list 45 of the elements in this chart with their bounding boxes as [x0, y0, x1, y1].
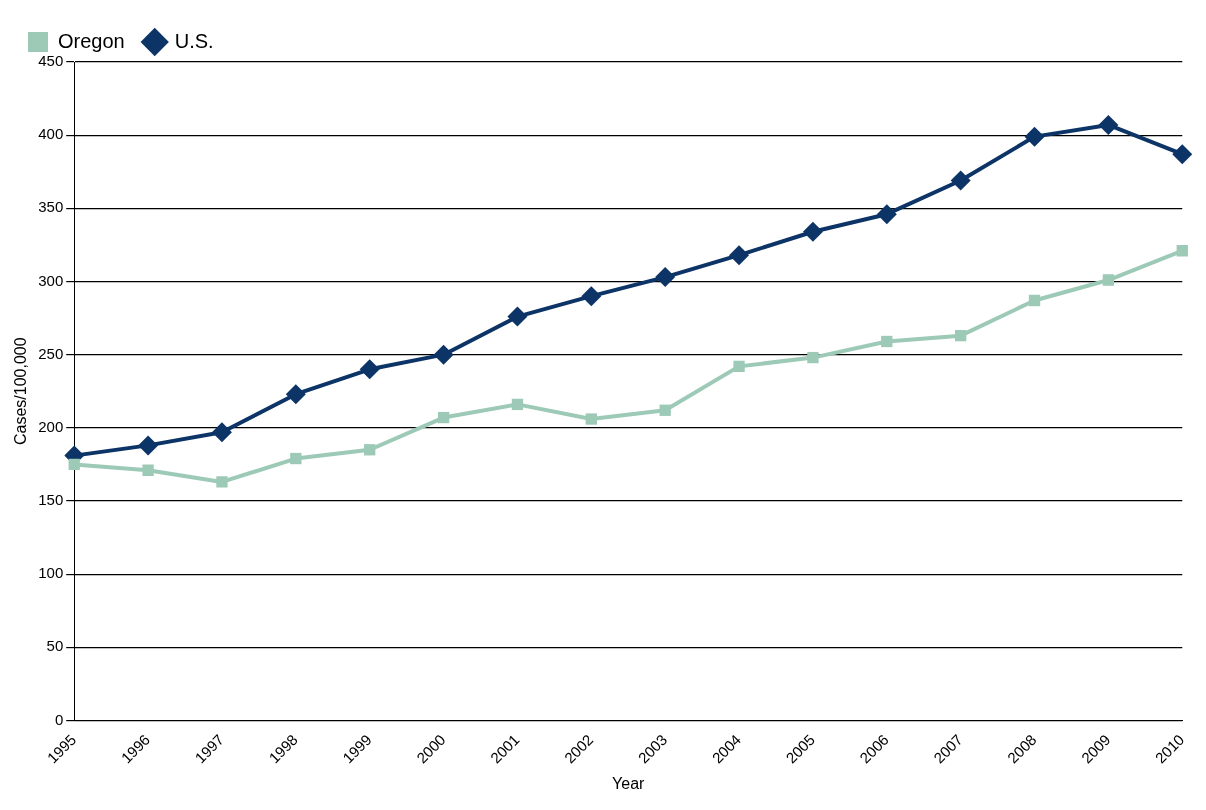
legend-label: Oregon: [58, 29, 125, 52]
y-tick-label: 0: [54, 710, 64, 728]
point: [359, 359, 380, 380]
point: [216, 476, 228, 488]
point: [950, 170, 971, 191]
point: [211, 422, 232, 443]
point: [285, 384, 306, 405]
point: [1176, 245, 1188, 257]
point: [1172, 144, 1193, 165]
legend-label: U.S.: [174, 29, 214, 52]
point: [729, 245, 750, 266]
point: [1028, 294, 1041, 307]
point: [1098, 114, 1119, 135]
point: [511, 398, 524, 411]
point: [733, 360, 745, 373]
y-tick-label: 200: [38, 417, 64, 435]
point: [659, 404, 671, 416]
point: [585, 413, 597, 425]
point: [876, 204, 897, 225]
point: [507, 306, 528, 327]
point: [433, 344, 454, 365]
point: [142, 464, 154, 476]
point: [68, 458, 80, 471]
point: [1102, 274, 1115, 286]
point: [807, 351, 819, 364]
y-tick-label: 300: [38, 271, 64, 289]
y-tick-label: 50: [46, 637, 64, 655]
y-tick-label: 250: [38, 344, 64, 362]
y-tick-label: 350: [38, 198, 64, 216]
point: [138, 435, 159, 456]
y-tick-label: 100: [38, 564, 64, 582]
point: [290, 452, 302, 465]
point: [655, 267, 676, 288]
point: [881, 335, 893, 348]
point: [437, 411, 450, 424]
point: [364, 444, 376, 456]
y-axis-title: Cases/100,000: [12, 337, 30, 446]
y-tick-label: 400: [38, 125, 64, 143]
y-tick-label: 450: [38, 52, 64, 70]
point: [581, 286, 602, 307]
point: [955, 329, 967, 342]
point: [802, 221, 823, 242]
y-tick-label: 150: [38, 491, 64, 509]
point: [1024, 126, 1045, 147]
x-axis-title: Year: [612, 774, 646, 792]
